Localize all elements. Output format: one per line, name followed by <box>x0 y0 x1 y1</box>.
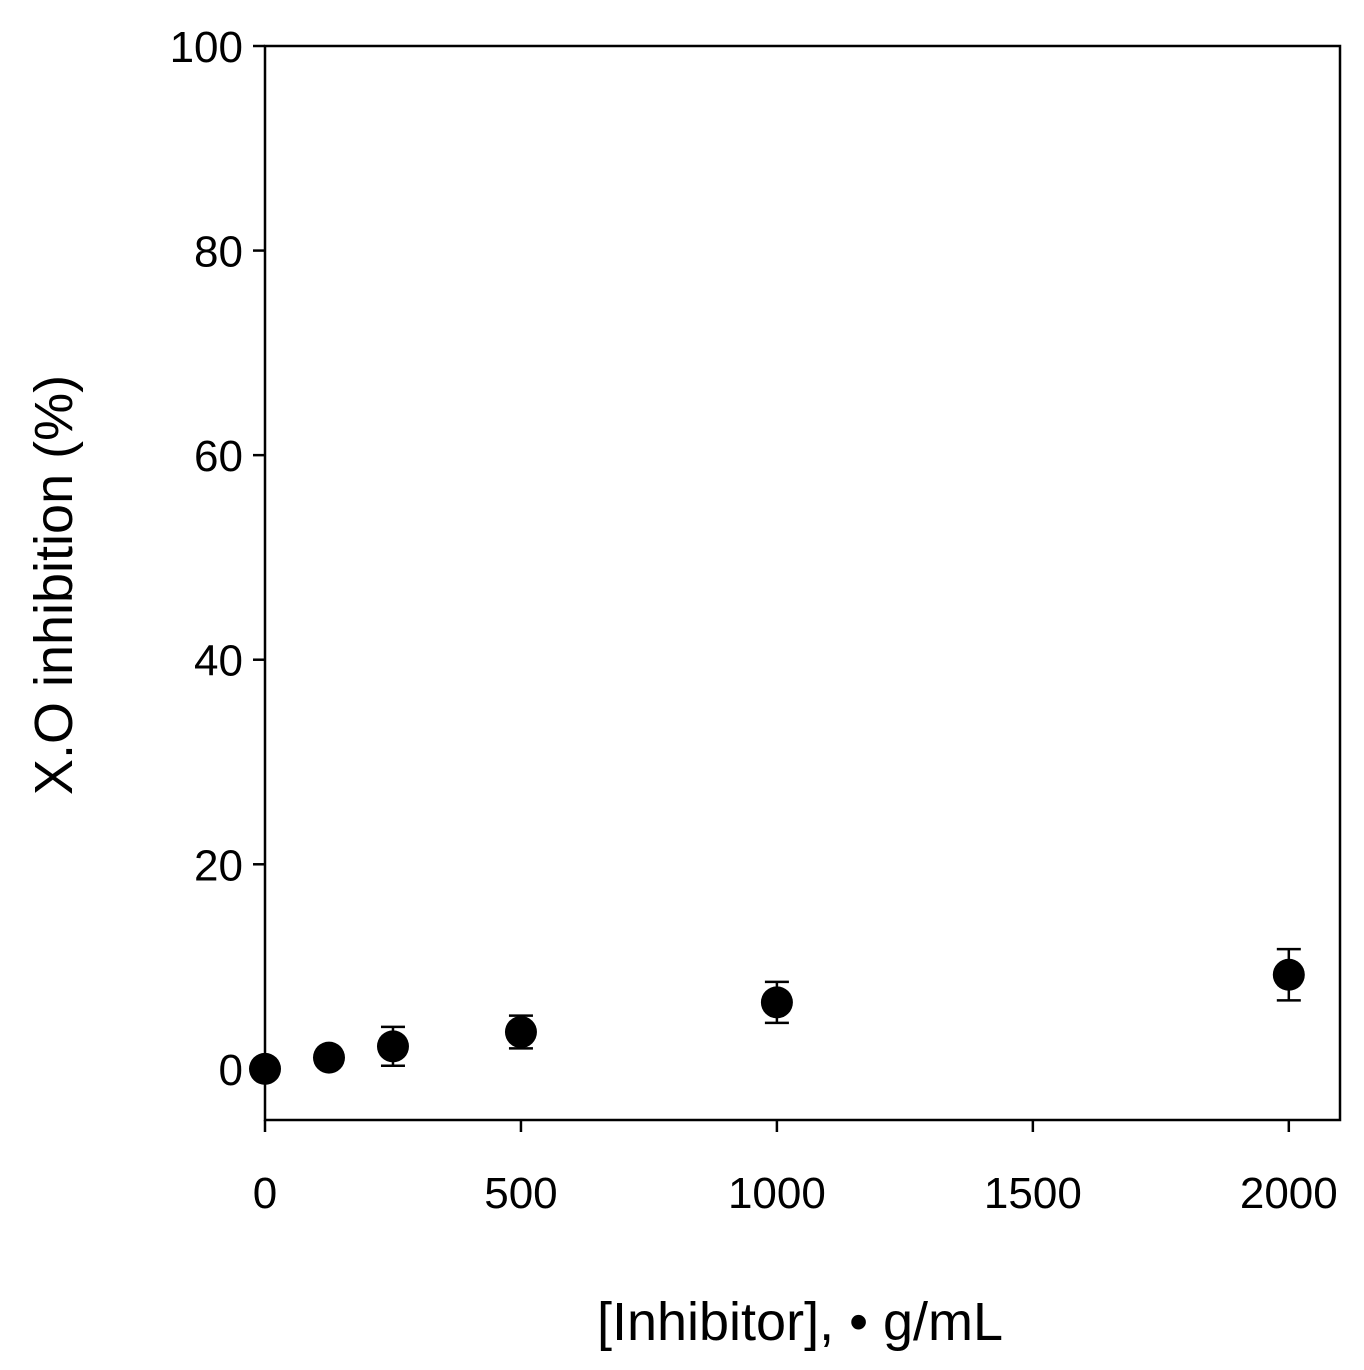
x-tick-label: 500 <box>484 1169 557 1218</box>
y-tick-label: 20 <box>194 841 243 890</box>
x-tick-label: 0 <box>253 1169 277 1218</box>
x-tick-label: 1500 <box>984 1169 1082 1218</box>
plot-frame <box>263 44 1342 1122</box>
y-tick-label: 40 <box>194 637 243 686</box>
data-point <box>312 1041 345 1074</box>
x-axis-title: [Inhibitor], • g/mL <box>597 1292 1003 1352</box>
data-point <box>376 1030 409 1063</box>
x-tick-label: 1000 <box>728 1169 826 1218</box>
data-point <box>504 1016 537 1049</box>
y-axis: 0 20 40 60 80 100 <box>170 23 265 1095</box>
y-tick-label: 100 <box>170 23 243 72</box>
y-tick-label: 0 <box>219 1046 243 1095</box>
data-points <box>249 947 1305 1085</box>
y-axis-title: X.O inhibition (%) <box>24 375 84 795</box>
x-axis: 0 500 1000 1500 2000 <box>253 1120 1338 1218</box>
y-tick-label: 80 <box>194 228 243 277</box>
data-point <box>760 986 793 1019</box>
x-tick-label: 2000 <box>1240 1169 1338 1218</box>
data-point <box>249 1052 281 1085</box>
data-point <box>1272 958 1305 991</box>
y-tick-label: 60 <box>194 432 243 481</box>
